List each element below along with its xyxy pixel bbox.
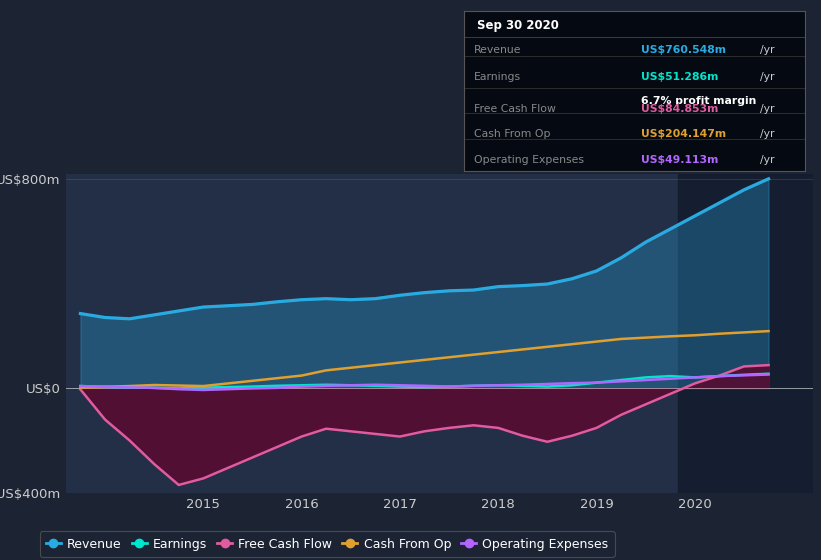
Text: /yr: /yr [760,45,775,55]
Text: Operating Expenses: Operating Expenses [474,155,584,165]
Text: Cash From Op: Cash From Op [474,129,551,139]
Text: Earnings: Earnings [474,72,521,82]
Legend: Revenue, Earnings, Free Cash Flow, Cash From Op, Operating Expenses: Revenue, Earnings, Free Cash Flow, Cash … [39,531,615,557]
Text: US$84.853m: US$84.853m [641,104,718,114]
Text: /yr: /yr [760,72,775,82]
Text: /yr: /yr [760,155,775,165]
Text: 6.7% profit margin: 6.7% profit margin [641,96,756,106]
Text: Revenue: Revenue [474,45,521,55]
Text: /yr: /yr [760,104,775,114]
Text: US$204.147m: US$204.147m [641,129,726,139]
Bar [678,174,821,493]
Text: US$51.286m: US$51.286m [641,72,718,82]
Text: Free Cash Flow: Free Cash Flow [474,104,556,114]
Text: /yr: /yr [760,129,775,139]
Text: US$760.548m: US$760.548m [641,45,726,55]
Text: US$49.113m: US$49.113m [641,155,718,165]
Text: Sep 30 2020: Sep 30 2020 [478,19,559,32]
